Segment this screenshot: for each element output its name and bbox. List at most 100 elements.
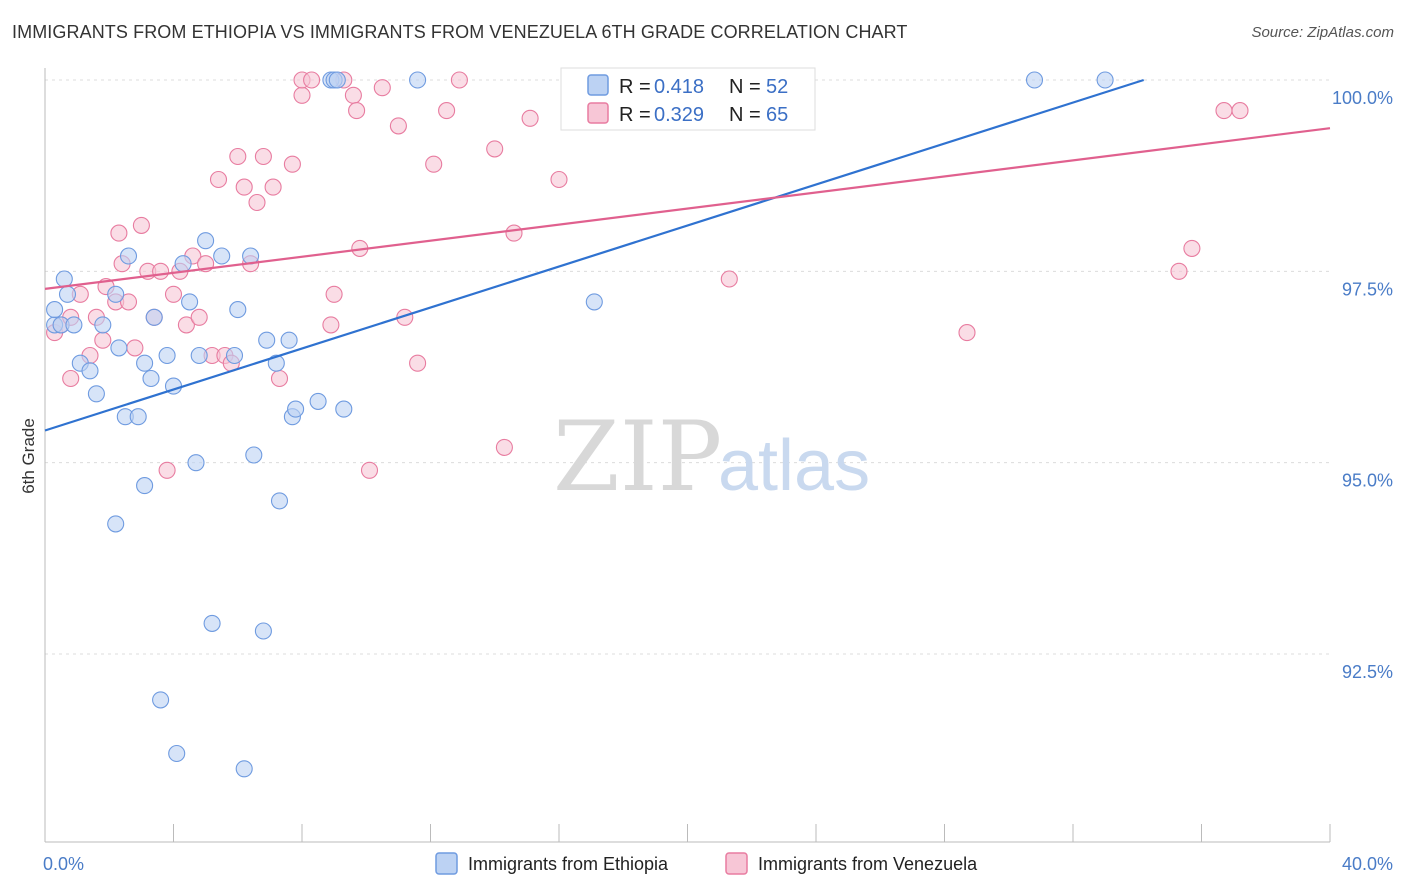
point-venezuela — [438, 102, 456, 120]
data-points — [46, 71, 1249, 778]
point-ethiopia — [190, 346, 208, 365]
legend-n-value-2: 65 — [766, 104, 788, 126]
watermark-zip: ZIP — [553, 401, 722, 513]
point-ethiopia — [328, 71, 346, 89]
point-ethiopia — [225, 346, 244, 365]
series-legend-swatch-ethiopia — [435, 852, 458, 875]
point-ethiopia — [280, 331, 298, 349]
point-ethiopia — [270, 492, 289, 510]
x-tick-label-right: 40.0% — [1342, 854, 1393, 874]
point-ethiopia — [287, 400, 305, 418]
point-ethiopia — [187, 454, 205, 472]
point-ethiopia — [158, 346, 176, 365]
point-ethiopia — [203, 614, 221, 632]
point-ethiopia — [245, 446, 263, 464]
point-venezuela — [958, 324, 976, 342]
legend-r-label-1: R = — [619, 76, 651, 98]
point-ethiopia — [335, 400, 353, 418]
legend-r-value-1: 0.418 — [654, 76, 704, 98]
point-ethiopia — [213, 247, 231, 265]
point-ethiopia — [409, 71, 427, 89]
point-ethiopia — [142, 369, 160, 388]
point-ethiopia — [258, 331, 276, 349]
point-ethiopia — [107, 515, 125, 533]
point-venezuela — [325, 285, 343, 303]
point-venezuela — [164, 285, 183, 303]
x-tick-label-left: 0.0% — [43, 854, 84, 874]
point-ethiopia — [174, 255, 192, 273]
legend-n-label-1: N = — [729, 76, 761, 98]
point-ethiopia — [168, 744, 186, 763]
point-venezuela — [254, 147, 272, 166]
point-ethiopia — [197, 232, 215, 250]
point-ethiopia — [136, 477, 154, 495]
chart-source: Source: ZipAtlas.com — [1251, 24, 1394, 41]
point-ethiopia — [152, 691, 170, 709]
point-ethiopia — [55, 270, 73, 288]
point-venezuela — [270, 369, 289, 388]
point-ethiopia — [229, 301, 247, 319]
point-venezuela — [389, 117, 407, 135]
point-venezuela — [425, 155, 443, 173]
point-ethiopia — [107, 285, 125, 303]
point-ethiopia — [129, 408, 147, 426]
y-tick-label: 92.5% — [1342, 662, 1393, 682]
point-venezuela — [1183, 239, 1201, 257]
point-venezuela — [486, 140, 504, 158]
point-ethiopia — [136, 354, 154, 372]
y-tick-label: 97.5% — [1342, 279, 1393, 299]
point-venezuela — [190, 308, 208, 326]
point-venezuela — [521, 109, 539, 127]
point-ethiopia — [235, 760, 253, 778]
point-venezuela — [248, 193, 266, 212]
point-ethiopia — [145, 308, 163, 326]
trend-line-ethiopia — [44, 78, 1145, 432]
point-venezuela — [505, 224, 523, 242]
point-venezuela — [62, 369, 80, 388]
y-axis-label: 6th Grade — [19, 418, 38, 494]
point-venezuela — [209, 170, 228, 189]
correlation-legend: R = 0.418 N = 52 R = 0.329 N = 65 — [560, 67, 816, 131]
point-ethiopia — [1025, 71, 1044, 89]
point-venezuela — [293, 86, 311, 104]
legend-n-label-2: N = — [729, 104, 761, 126]
point-venezuela — [110, 224, 128, 242]
point-ethiopia — [254, 622, 272, 640]
trend-line-venezuela — [44, 127, 1331, 290]
watermark-atlas: atlas — [718, 426, 870, 506]
point-ethiopia — [81, 362, 99, 380]
legend-swatch-ethiopia — [587, 74, 609, 96]
point-venezuela — [158, 461, 176, 479]
point-venezuela — [283, 155, 301, 173]
legend-n-value-1: 52 — [766, 76, 788, 98]
point-venezuela — [132, 216, 150, 234]
point-venezuela — [1170, 262, 1188, 280]
point-ethiopia — [94, 316, 112, 334]
point-venezuela — [409, 354, 427, 372]
trend-lines — [44, 78, 1331, 432]
point-venezuela — [119, 293, 138, 311]
point-venezuela — [450, 71, 468, 89]
series-legend-label-ethiopia: Immigrants from Ethiopia — [468, 854, 669, 874]
legend-swatch-venezuela — [587, 102, 609, 124]
y-tick-label: 100.0% — [1332, 88, 1393, 108]
point-venezuela — [550, 170, 568, 189]
legend-r-value-2: 0.329 — [654, 104, 704, 126]
point-ethiopia — [65, 316, 83, 334]
series-legend: Immigrants from Ethiopia Immigrants from… — [435, 852, 978, 875]
point-venezuela — [235, 178, 253, 196]
point-venezuela — [94, 331, 112, 349]
point-venezuela — [495, 438, 513, 456]
point-venezuela — [303, 71, 321, 89]
point-venezuela — [1215, 102, 1233, 120]
point-ethiopia — [87, 385, 105, 403]
point-venezuela — [1231, 102, 1249, 120]
x-tick-labels: 0.0% 40.0% — [43, 854, 1393, 874]
point-ethiopia — [110, 339, 128, 357]
y-tick-labels: 100.0% 97.5% 95.0% 92.5% — [1332, 88, 1393, 682]
point-venezuela — [322, 316, 340, 334]
point-venezuela — [126, 339, 144, 357]
point-ethiopia — [585, 293, 603, 311]
series-legend-label-venezuela: Immigrants from Venezuela — [758, 854, 978, 874]
